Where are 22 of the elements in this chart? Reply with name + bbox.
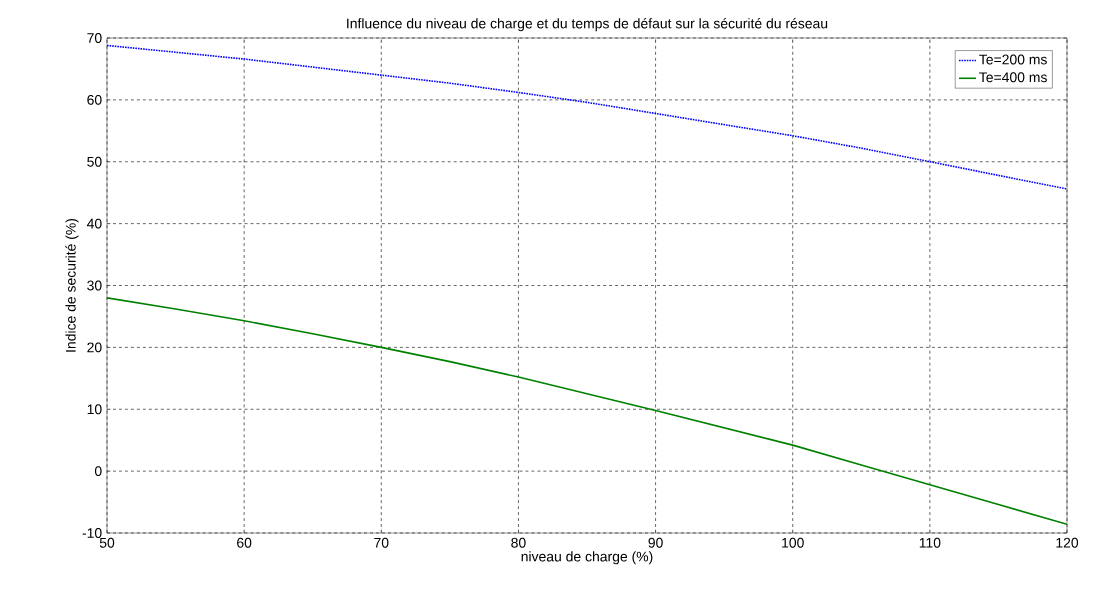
y-tick-label: 60 [87,94,102,105]
x-tick-label: 70 [374,537,389,548]
x-tick-label: 50 [99,537,115,548]
x-tick-label: 80 [511,537,526,548]
y-tick-label: 10 [87,404,102,415]
legend-label: Te=400 ms [979,72,1047,83]
y-tick-label: 20 [87,342,102,353]
y-tick-label: 30 [87,280,102,291]
y-tick-label: 0 [94,466,102,477]
legend-label: Te=200 ms [979,54,1047,65]
y-tick-label: 50 [87,156,102,167]
y-axis-title: Indice de securité (%) [65,218,79,352]
x-tick-label: 100 [782,537,804,548]
y-tick-label: -10 [82,528,102,538]
chart-title: Influence du niveau de charge et du temps de défaut sur la sécurité du réseau [347,17,828,32]
x-tick-label: 90 [648,537,663,548]
y-tick-label: 70 [87,33,102,43]
x-tick-label: 110 [919,537,941,548]
x-tick-label: 60 [237,537,252,548]
x-axis-title: niveau de charge (%) [521,551,653,565]
x-tick-label: 120 [1056,537,1079,548]
y-tick-label: 40 [86,218,102,229]
